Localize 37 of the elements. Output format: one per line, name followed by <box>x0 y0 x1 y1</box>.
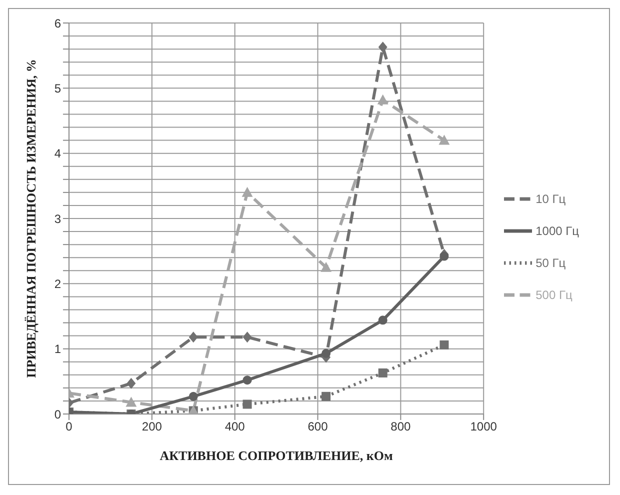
x-tick-label: 1000 <box>470 420 498 434</box>
legend-label: 10 Гц <box>536 192 566 206</box>
point <box>438 134 450 145</box>
point <box>377 94 388 104</box>
point <box>320 262 332 272</box>
y-tick-label: 1 <box>54 342 62 356</box>
point <box>242 400 252 409</box>
point <box>440 340 449 350</box>
point <box>322 392 331 401</box>
x-tick-label: 800 <box>390 420 412 434</box>
x-axis-title: АКТИВНОЕ СОПРОТИВЛЕНИЕ, кОм <box>160 448 394 463</box>
legend-label: 1000 Гц <box>536 224 579 238</box>
point <box>242 332 252 343</box>
point <box>378 368 388 378</box>
y-tick-label: 0 <box>54 407 62 422</box>
point <box>242 186 253 197</box>
y-tick-label: 4 <box>54 146 62 161</box>
point <box>188 392 198 401</box>
x-tick-label: 0 <box>66 420 73 434</box>
legend-label: 50 Гц <box>536 256 566 270</box>
y-tick-label: 3 <box>54 212 62 226</box>
point <box>378 316 388 325</box>
y-tick-label: 6 <box>54 16 62 30</box>
point <box>126 396 137 407</box>
y-tick-label: 2 <box>54 276 62 291</box>
y-axis-title: ПРИВЕДЁННАЯ ПОГРЕШНОСТЬ ИЗМЕРЕНИЯ, % <box>24 59 39 378</box>
point <box>322 348 331 358</box>
legend-label: 500 Гц <box>536 288 572 302</box>
x-tick-label: 400 <box>224 420 246 434</box>
point <box>242 376 252 385</box>
x-tick-label: 600 <box>308 420 328 434</box>
point <box>126 378 136 389</box>
y-tick-label: 5 <box>54 81 62 96</box>
x-tick-label: 200 <box>142 420 162 434</box>
point <box>378 42 388 53</box>
point <box>188 332 198 343</box>
point <box>440 252 449 261</box>
